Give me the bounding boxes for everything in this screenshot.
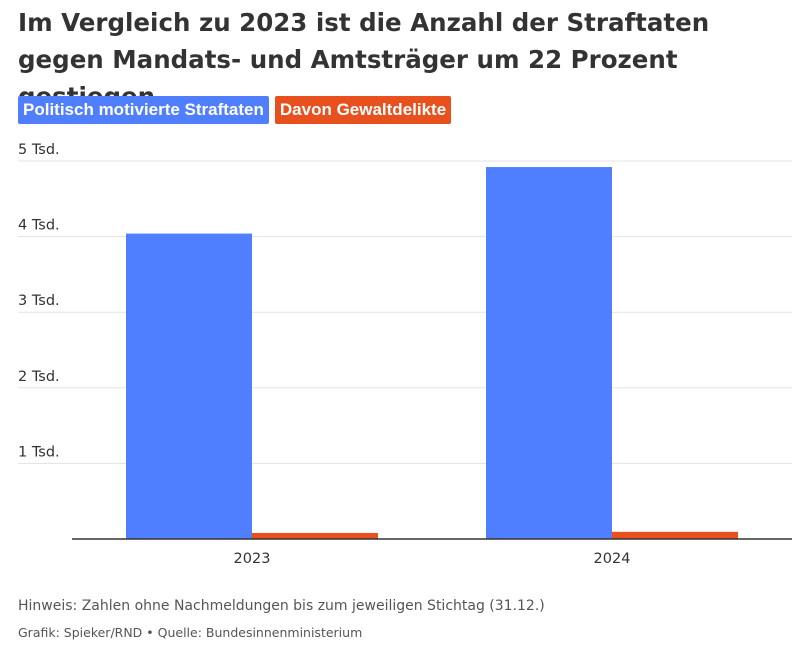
bar xyxy=(486,167,612,539)
bar xyxy=(252,532,378,539)
x-tick-label: 2023 xyxy=(234,551,271,567)
chart-title: Im Vergleich zu 2023 ist die Anzahl der … xyxy=(18,8,710,111)
legend-item-politisch-motivierte-straftaten[interactable]: Politisch motivierte Straftaten xyxy=(18,96,269,124)
y-tick-label: 3 Tsd. xyxy=(18,293,60,309)
footnote: Hinweis: Zahlen ohne Nachmeldungen bis z… xyxy=(18,598,545,614)
y-tick-label: 4 Tsd. xyxy=(18,218,60,234)
x-tick-label: 2024 xyxy=(594,551,631,567)
bar-chart: 1 Tsd. 2 Tsd. 3 Tsd. 4 Tsd. 5 Tsd. 2023 2024 xyxy=(18,142,792,567)
legend-item-gewaltdelikte[interactable]: Davon Gewaltdelikte xyxy=(274,96,452,124)
y-tick-label: 5 Tsd. xyxy=(18,142,60,158)
bar xyxy=(126,233,252,539)
legend: Politisch motivierte Straftaten Davon Ge… xyxy=(18,96,452,124)
source-credit: Grafik: Spieker/RND • Quelle: Bundesinne… xyxy=(18,625,363,640)
y-tick-label: 1 Tsd. xyxy=(18,444,60,460)
y-tick-label: 2 Tsd. xyxy=(18,369,60,385)
bar xyxy=(612,531,738,539)
